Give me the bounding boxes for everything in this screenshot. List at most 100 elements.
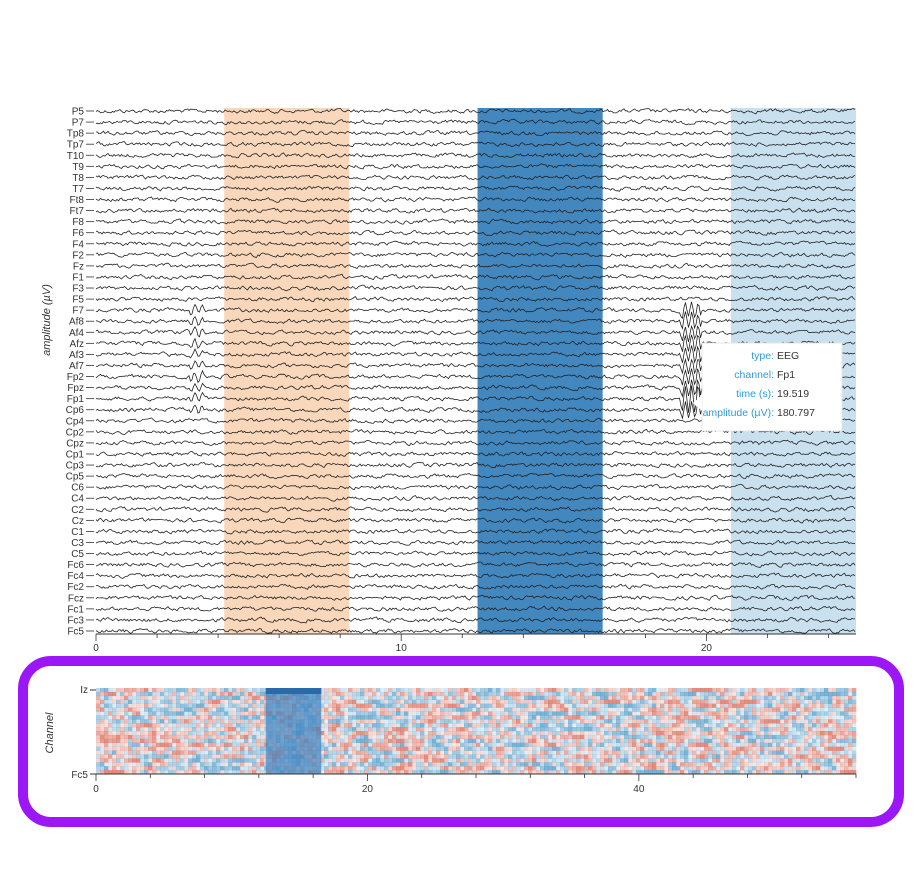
heatmap-cell (640, 715, 645, 720)
heatmap-cell (408, 727, 413, 732)
eeg-trace[interactable] (95, 174, 856, 181)
eeg-trace[interactable] (95, 296, 856, 303)
eeg-trace[interactable] (95, 505, 856, 513)
heatmap-cell (460, 707, 465, 712)
heatmap-cell (804, 742, 809, 747)
heatmap-cell (812, 699, 817, 704)
eeg-trace[interactable] (95, 141, 856, 148)
eeg-trace[interactable] (95, 550, 856, 557)
heatmap-cell (408, 754, 413, 759)
eeg-trace[interactable] (95, 252, 856, 258)
eeg-trace[interactable] (95, 196, 856, 203)
eeg-trace[interactable] (95, 273, 856, 281)
eeg-trace[interactable] (95, 594, 856, 601)
eeg-trace[interactable] (95, 185, 856, 192)
heatmap-cell (824, 731, 829, 736)
eeg-trace[interactable] (95, 311, 856, 330)
overview-heatmap[interactable] (96, 688, 857, 775)
heatmap-cell (132, 750, 137, 755)
eeg-trace[interactable] (95, 627, 856, 634)
eeg-trace[interactable] (95, 528, 856, 535)
eeg-trace[interactable] (95, 229, 856, 236)
heatmap-cell (188, 758, 193, 763)
eeg-trace[interactable] (95, 616, 855, 624)
eeg-trace[interactable] (95, 207, 856, 214)
heatmap-cell (216, 703, 221, 708)
heatmap-cell (516, 723, 521, 728)
heatmap-cell (540, 750, 545, 755)
heatmap-cell (496, 707, 501, 712)
heatmap-cell (144, 691, 149, 697)
heatmap-cell (220, 731, 225, 736)
heatmap-cell (180, 727, 185, 732)
eeg-trace[interactable] (95, 561, 856, 568)
highlight-span[interactable] (224, 108, 350, 634)
heatmap-cell (408, 758, 413, 763)
heatmap-cell (476, 738, 481, 744)
eeg-trace[interactable] (95, 483, 856, 491)
heatmap-cell (728, 754, 733, 759)
heatmap-cell (124, 734, 129, 740)
eeg-trace[interactable] (95, 450, 856, 457)
heatmap-cell (620, 727, 625, 732)
eeg-trace[interactable] (95, 129, 856, 137)
overview-selection[interactable] (265, 688, 322, 774)
selection-window[interactable] (265, 688, 322, 774)
heatmap-cell (324, 711, 329, 716)
eeg-trace[interactable] (95, 472, 856, 480)
heatmap-cell (460, 766, 465, 771)
heatmap-cell (440, 719, 445, 724)
heatmap-cell (232, 738, 237, 744)
heatmap-cell (624, 734, 629, 740)
heatmap-cell (784, 699, 789, 704)
eeg-trace[interactable] (95, 439, 856, 447)
eeg-trace[interactable] (95, 163, 856, 170)
heatmap-cell (564, 715, 569, 720)
heatmap-cell (532, 734, 537, 740)
heatmap-cell (808, 727, 813, 732)
eeg-trace[interactable] (95, 284, 856, 292)
eeg-trace[interactable] (95, 262, 856, 270)
heatmap-cell (492, 703, 497, 708)
heatmap-cell (760, 707, 765, 712)
heatmap-cell (472, 699, 477, 704)
heatmap-cell (452, 758, 457, 763)
heatmap-cell (132, 766, 137, 771)
heatmap-cell (828, 691, 833, 697)
eeg-trace[interactable] (95, 218, 856, 225)
highlight-span[interactable] (477, 108, 603, 634)
heatmap-cell (120, 691, 125, 697)
eeg-trace[interactable] (95, 301, 856, 319)
heatmap-cell (112, 738, 117, 744)
heatmap-cell (392, 715, 397, 720)
eeg-trace[interactable] (95, 152, 856, 159)
eeg-trace[interactable] (95, 539, 856, 546)
eeg-trace[interactable] (95, 324, 856, 342)
selection-handle[interactable] (265, 688, 322, 694)
eeg-trace[interactable] (95, 118, 856, 126)
heatmap-cell (380, 691, 385, 697)
eeg-trace[interactable] (95, 495, 856, 502)
heatmap-cell (548, 738, 553, 744)
heatmap-cell (736, 762, 741, 767)
heatmap-cell (416, 746, 421, 751)
heatmap-cell (396, 711, 401, 716)
heatmap-cell (604, 719, 609, 724)
eeg-trace[interactable] (95, 108, 856, 115)
eeg-trace[interactable] (95, 583, 856, 590)
heatmap-cell (152, 711, 157, 716)
heatmap-cell (364, 742, 369, 747)
heatmap-cell (788, 703, 793, 708)
eeg-trace[interactable] (95, 605, 856, 612)
heatmap-cell (548, 691, 553, 697)
eeg-trace[interactable] (95, 517, 856, 524)
heatmap-cell (480, 727, 485, 732)
heatmap-cell (328, 731, 333, 736)
heatmap-cell (540, 695, 545, 701)
heatmap-cell (804, 734, 809, 740)
eeg-trace[interactable] (95, 572, 856, 579)
eeg-trace[interactable] (95, 240, 856, 247)
eeg-trace[interactable] (95, 461, 856, 469)
heatmap-cell (412, 750, 417, 755)
heatmap-cell (700, 723, 705, 728)
